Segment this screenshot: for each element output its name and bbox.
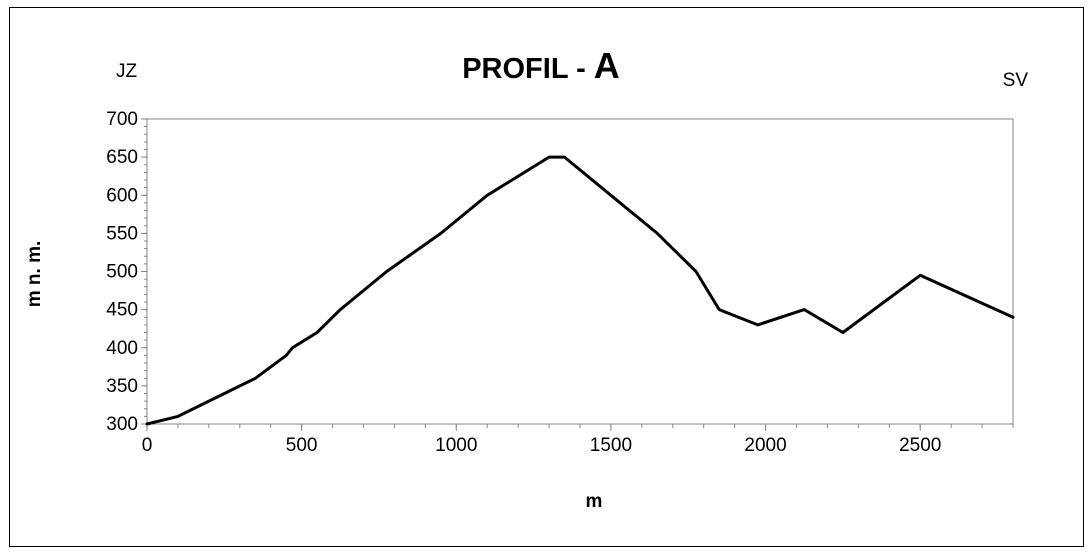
y-tick-label: 400 xyxy=(106,338,138,359)
x-tick-label: 1000 xyxy=(435,435,477,456)
y-tick-label: 350 xyxy=(106,376,138,397)
y-tick-label: 300 xyxy=(106,414,138,435)
x-tick-label: 0 xyxy=(142,435,153,456)
x-tick-label: 2500 xyxy=(899,435,941,456)
chart-title-suffix: A xyxy=(594,45,620,86)
elevation-profile-line xyxy=(145,155,1015,426)
y-tick-label: 500 xyxy=(106,262,138,283)
x-tick-label: 2000 xyxy=(744,435,786,456)
y-tick-label: 650 xyxy=(106,147,138,168)
chart-title: PROFIL - A xyxy=(462,45,620,86)
right-direction-label: SV xyxy=(1003,70,1029,91)
left-direction-label: JZ xyxy=(116,61,138,82)
y-tick-label: 600 xyxy=(106,185,138,206)
y-tick-label: 700 xyxy=(106,109,138,130)
profile-chart: PROFIL - A JZ SV m m n. m. 300 350 400 450 5… xyxy=(24,45,1029,512)
y-tick-label: 550 xyxy=(106,223,138,244)
y-tick-label: 450 xyxy=(106,300,138,321)
x-tick-label: 1500 xyxy=(590,435,632,456)
y-axis-label: m n. m. xyxy=(24,241,45,308)
chart-frame: PROFIL - A JZ SV m m n. m. 300 350 400 450 5… xyxy=(9,7,1084,547)
x-axis-label: m xyxy=(586,491,603,512)
plot-area xyxy=(146,118,1014,425)
chart-title-main: PROFIL - xyxy=(462,53,594,85)
x-tick-label: 500 xyxy=(286,435,318,456)
